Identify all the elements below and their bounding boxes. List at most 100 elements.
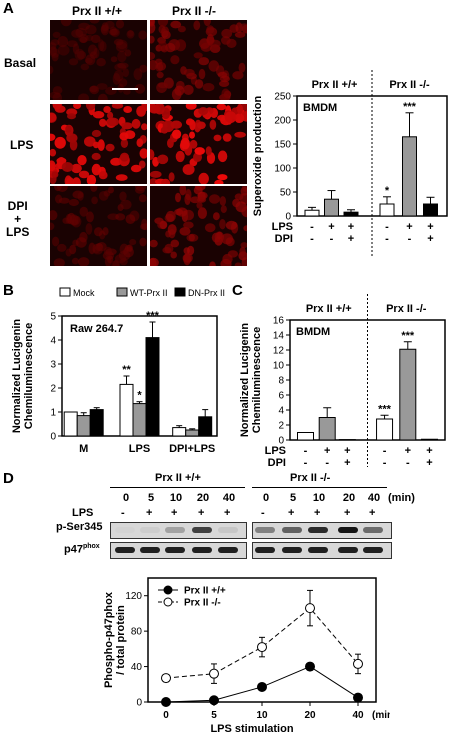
blot-band (338, 527, 358, 533)
condition-sign: - (330, 233, 334, 245)
significance-label: *** (403, 101, 417, 113)
bar (318, 417, 336, 441)
legend-label: Prx II +/+ (184, 586, 226, 597)
blot-band (282, 527, 302, 533)
y-tick-label: 12 (273, 346, 285, 357)
bar (421, 438, 438, 441)
blot-time-label: 20 (342, 492, 356, 504)
condition-sign: - (310, 221, 314, 233)
condition-sign: + (344, 445, 350, 457)
legend-swatch (116, 287, 128, 297)
blot-band (255, 547, 275, 553)
blot-band (218, 547, 238, 553)
chart-b-raw2647: 0 1 2 3 4 5 Raw 264.7 Normalized LucigeninChemi… (11, 287, 225, 455)
data-point (209, 695, 219, 706)
x-tick-label: LPS (129, 443, 150, 455)
blot-time-label: 10 (312, 492, 326, 504)
y-tick-label: 150 (274, 140, 291, 151)
y-axis-label: Normalized LucigeninChemiluminescence (239, 323, 263, 438)
y-tick-label: 16 (273, 316, 285, 327)
chart-c-bmdm: 0 2 4 6 8 10 12 14 16 Prx II +/+ Prx II -/- BMDM Nor… (239, 294, 446, 467)
blot-lps-sign: + (146, 507, 153, 519)
condition-label: LPS (272, 221, 293, 233)
y-tick-label: 2 (278, 421, 284, 432)
bar (399, 348, 417, 441)
micrograph-dpi-lps-ko (150, 186, 247, 266)
micrograph-lps-ko (150, 104, 247, 184)
panel-letter-d: D (3, 470, 14, 487)
blot-lps-sign: + (224, 507, 231, 519)
blot-time-label: 40 (222, 492, 236, 504)
condition-sign: - (408, 233, 412, 245)
blot-strip-pser345 (110, 522, 247, 539)
data-point (305, 603, 315, 614)
blot-lps-sign: - (121, 507, 125, 519)
y-tick-label: 6 (278, 391, 284, 402)
condition-sign: - (383, 445, 387, 457)
blot-lps-sign: - (261, 507, 265, 519)
y-tick-label: 4 (278, 406, 284, 417)
data-point (209, 668, 219, 679)
bar (63, 411, 78, 437)
chart-title: BMDM (303, 102, 337, 114)
condition-sign: - (325, 457, 329, 467)
panel-a-row-label-dpi-lps: DPI + LPS (6, 199, 30, 239)
panel-a-col-label-ko: Prx II -/- (172, 4, 217, 18)
condition-sign: - (385, 221, 389, 233)
significance-label: *** (401, 330, 415, 342)
condition-sign: - (310, 233, 314, 245)
blot-group-label-ko: Prx II -/- (290, 472, 331, 484)
blot-time-label: 20 (196, 492, 210, 504)
panel-letter-a: A (3, 0, 14, 17)
legend-label: Prx II -/- (184, 598, 221, 609)
x-tick-label: 40 (352, 710, 364, 721)
y-tick-label: 8 (278, 376, 284, 387)
blot-band (308, 527, 328, 533)
blot-band (308, 547, 328, 553)
condition-sign: - (385, 233, 389, 245)
data-point (353, 658, 363, 669)
condition-sign: + (406, 221, 412, 233)
legend-label: WT-Prx II (130, 288, 168, 298)
blot-band (165, 547, 185, 553)
blot-band (140, 547, 160, 553)
condition-sign: + (427, 233, 433, 245)
blot-band (282, 547, 302, 553)
y-tick-label: 250 (274, 92, 291, 103)
bar (324, 198, 339, 217)
legend-label: DN-Prx II (188, 288, 225, 298)
blot-band (115, 547, 135, 553)
legend-marker (163, 585, 173, 595)
y-axis-label: Superoxide production (252, 96, 264, 217)
bar (76, 415, 91, 437)
blot-group-label-wt: Prx II +/+ (155, 472, 201, 484)
blot-band (165, 527, 185, 533)
bar (343, 211, 359, 217)
bar (402, 136, 417, 217)
chart-a-superoxide: 0 50 100 150 200 250 Prx II +/+ Prx II -/- BMDM S… (252, 70, 448, 256)
condition-sign: + (348, 221, 354, 233)
blot-lps-sign: + (314, 507, 321, 519)
blot-band (115, 527, 135, 533)
x-tick-label: 5 (211, 710, 217, 721)
data-point (161, 697, 171, 707)
x-tick-label: 0 (163, 710, 169, 721)
condition-sign: + (344, 457, 350, 467)
blot-time-label: 0 (262, 492, 270, 504)
bar (379, 203, 395, 217)
scale-bar (112, 88, 138, 90)
condition-sign: + (405, 445, 411, 457)
blot-time-label: 0 (122, 492, 130, 504)
blot-min-label: (min) (388, 492, 415, 504)
data-point (257, 642, 267, 653)
y-tick-label: 5 (50, 312, 56, 323)
x-unit-label: (min) (372, 710, 390, 721)
blot-time-label: 5 (147, 492, 155, 504)
legend-label: Mock (73, 288, 95, 298)
blot-band-label-pser345: p-Ser345 (56, 521, 103, 533)
significance-label: *** (378, 403, 392, 415)
y-tick-label: 200 (274, 116, 291, 127)
data-point (257, 681, 267, 692)
y-tick-label: 50 (280, 188, 292, 199)
bar (185, 429, 200, 437)
